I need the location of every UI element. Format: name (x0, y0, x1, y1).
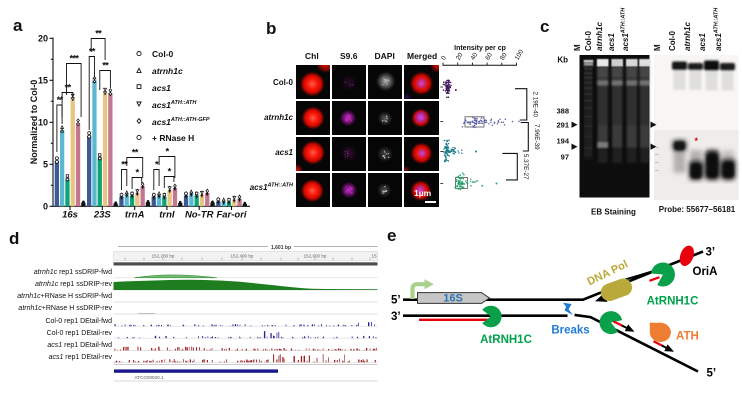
svg-text:AtRNH1C: AtRNH1C (647, 296, 699, 308)
svg-text:100: 100 (514, 48, 526, 61)
svg-text:*: * (155, 160, 159, 171)
svg-text:152,400 bp: 152,400 bp (231, 253, 254, 258)
svg-text:**: ** (121, 160, 128, 171)
svg-text:20: 20 (455, 51, 465, 61)
svg-text:0: 0 (440, 55, 448, 62)
svg-text:3’: 3’ (706, 247, 716, 259)
svg-text:5: 5 (43, 159, 48, 169)
svg-text:15: 15 (38, 75, 48, 85)
svg-text:**: ** (89, 47, 96, 58)
svg-text:291: 291 (556, 121, 569, 130)
svg-text:60: 60 (484, 51, 494, 61)
svg-text:20: 20 (38, 33, 48, 43)
svg-text:*: * (695, 136, 699, 146)
svg-text:No-TR: No-TR (185, 210, 214, 221)
svg-text:194: 194 (556, 137, 569, 146)
svg-text:**: ** (132, 148, 139, 159)
svg-text:16S: 16S (443, 293, 463, 305)
svg-text:0: 0 (43, 201, 48, 211)
svg-text:trnA: trnA (125, 210, 145, 221)
svg-text:AtRNH1C: AtRNH1C (480, 334, 532, 346)
svg-text:97: 97 (561, 153, 569, 162)
svg-text:Intensity per cp: Intensity per cp (454, 45, 506, 52)
svg-text:*: * (135, 168, 139, 179)
svg-text:16s: 16s (62, 210, 78, 221)
svg-text:10: 10 (38, 117, 48, 127)
svg-text:1,601 bp: 1,601 bp (271, 245, 291, 251)
svg-text:**: ** (65, 83, 72, 94)
svg-text:***: *** (69, 54, 79, 65)
svg-text:**: ** (95, 29, 102, 40)
svg-text:EB Staining: EB Staining (591, 208, 636, 217)
svg-text:152,600 bp: 152,600 bp (304, 253, 327, 258)
svg-text:2.19E-40: 2.19E-40 (532, 92, 539, 118)
svg-text:Normalized to Col-0: Normalized to Col-0 (29, 80, 39, 165)
svg-text:5.37E-27: 5.37E-27 (522, 154, 529, 180)
svg-text:OriA: OriA (693, 266, 718, 278)
svg-text:Breaks: Breaks (551, 325, 589, 337)
svg-text:trnI: trnI (159, 210, 175, 221)
svg-text:388: 388 (556, 107, 569, 116)
svg-text:15: 15 (371, 253, 377, 258)
svg-text:152,200 bp: 152,200 bp (152, 253, 175, 258)
svg-text:7.96E-39: 7.96E-39 (533, 124, 540, 150)
svg-text:Kb: Kb (557, 56, 568, 65)
svg-text:80: 80 (499, 51, 509, 61)
svg-text:*: * (168, 167, 172, 178)
svg-text:5’: 5’ (707, 368, 717, 380)
svg-text:40: 40 (470, 51, 480, 61)
svg-text:3’: 3’ (391, 311, 401, 323)
svg-text:ATCG00920.1: ATCG00920.1 (134, 375, 163, 380)
svg-text:**: ** (57, 95, 64, 106)
svg-text:23S: 23S (93, 210, 112, 221)
svg-text:**: ** (102, 61, 109, 72)
svg-text:*: * (166, 147, 170, 158)
svg-text:Probe: 55677–56181: Probe: 55677–56181 (659, 205, 736, 214)
svg-text:ATH: ATH (676, 331, 699, 343)
svg-text:Far-ori: Far-ori (216, 210, 246, 221)
svg-text:5’: 5’ (391, 295, 401, 307)
